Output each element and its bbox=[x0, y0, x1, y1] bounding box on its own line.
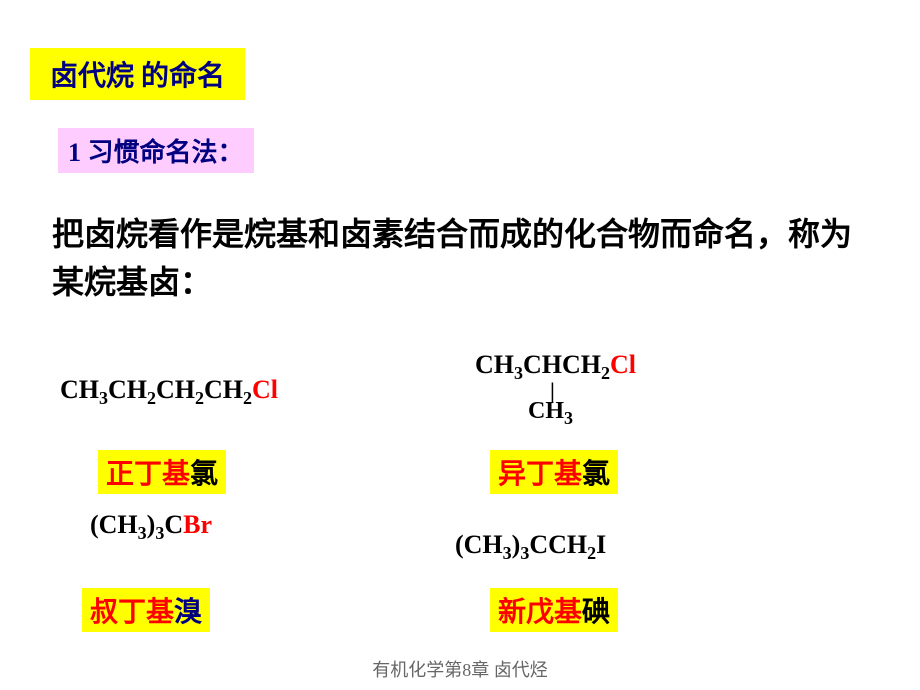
name-2-red: 异丁基 bbox=[498, 459, 582, 490]
name-3-blue: 溴 bbox=[174, 597, 202, 628]
name-4-red: 新戊基 bbox=[498, 597, 582, 628]
name-4: 新戊基碘 bbox=[490, 588, 618, 632]
formula-1: CH3CH2CH2CH2Cl bbox=[60, 375, 278, 409]
name-3: 叔丁基溴 bbox=[82, 588, 210, 632]
formula-3-halogen: Br bbox=[183, 510, 212, 539]
formula-2: CH3CHCH2Cl bbox=[475, 350, 636, 384]
name-4-black: 碘 bbox=[582, 597, 610, 628]
formula-1-halogen: Cl bbox=[252, 375, 278, 404]
section-title: 卤代烷 的命名 bbox=[30, 48, 245, 100]
formula-3: (CH3)3CBr bbox=[90, 510, 212, 544]
name-2-black: 氯 bbox=[582, 459, 610, 490]
name-3-red: 叔丁基 bbox=[90, 597, 174, 628]
formula-2-branch: CH3 bbox=[528, 398, 573, 429]
subtitle-text: 1 习惯命名法： bbox=[58, 128, 254, 173]
body-text: 把卤烷看作是烷基和卤素结合而成的化合物而命名，称为某烷基卤： bbox=[52, 210, 872, 306]
footer-text: 有机化学第8章 卤代烃 bbox=[0, 656, 920, 682]
name-2: 异丁基氯 bbox=[490, 450, 618, 494]
formula-4: (CH3)3CCH2I bbox=[455, 530, 606, 564]
name-1: 正丁基氯 bbox=[98, 450, 226, 494]
subtitle: 1 习惯命名法： bbox=[58, 128, 254, 173]
name-1-red: 正丁基 bbox=[106, 459, 190, 490]
section-title-text: 卤代烷 的命名 bbox=[30, 48, 245, 100]
name-1-black: 氯 bbox=[190, 459, 218, 490]
formula-4-halogen: I bbox=[596, 530, 606, 559]
formula-2-halogen: Cl bbox=[610, 350, 636, 379]
